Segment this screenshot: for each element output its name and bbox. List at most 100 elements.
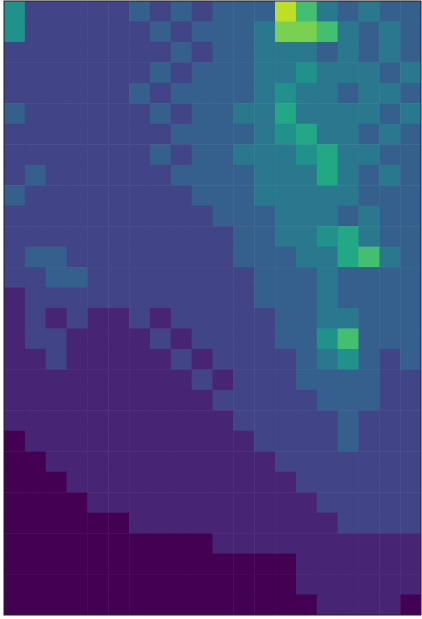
heatmap-cell bbox=[108, 492, 129, 513]
heatmap-cell bbox=[338, 267, 359, 288]
heatmap-cell bbox=[338, 103, 359, 124]
heatmap-cell bbox=[275, 492, 296, 513]
heatmap-cell bbox=[358, 124, 379, 145]
heatmap-cell bbox=[213, 390, 234, 411]
heatmap-cell bbox=[296, 267, 317, 288]
heatmap-cell bbox=[233, 533, 254, 554]
heatmap-cell bbox=[192, 185, 213, 206]
heatmap-cell bbox=[358, 288, 379, 309]
heatmap-cell bbox=[192, 513, 213, 534]
heatmap-cell bbox=[171, 308, 192, 329]
heatmap-cell bbox=[129, 226, 150, 247]
heatmap-cell bbox=[25, 574, 46, 595]
heatmap-cell bbox=[46, 62, 67, 83]
heatmap-cell bbox=[338, 369, 359, 390]
heatmap-cell bbox=[171, 185, 192, 206]
heatmap-cell bbox=[358, 165, 379, 186]
heatmap-cell bbox=[129, 247, 150, 268]
heatmap-cell bbox=[358, 574, 379, 595]
heatmap-cell bbox=[192, 83, 213, 104]
heatmap-cell bbox=[233, 472, 254, 493]
heatmap-cell bbox=[87, 492, 108, 513]
heatmap-cell bbox=[317, 574, 338, 595]
heatmap-cell bbox=[317, 267, 338, 288]
heatmap-cell bbox=[296, 62, 317, 83]
heatmap-cell bbox=[108, 595, 129, 615]
heatmap-cell bbox=[317, 288, 338, 309]
heatmap-cell bbox=[338, 472, 359, 493]
heatmap-cell bbox=[46, 42, 67, 63]
heatmap-cell bbox=[46, 431, 67, 452]
heatmap-cell bbox=[233, 42, 254, 63]
heatmap-cell bbox=[25, 1, 46, 22]
heatmap-cell bbox=[317, 349, 338, 370]
heatmap-cell bbox=[108, 451, 129, 472]
heatmap-cell bbox=[171, 165, 192, 186]
heatmap-cell bbox=[46, 267, 67, 288]
heatmap-cell bbox=[275, 185, 296, 206]
heatmap-cell bbox=[400, 206, 421, 227]
heatmap-cell bbox=[379, 62, 400, 83]
heatmap-cell bbox=[358, 410, 379, 431]
heatmap-cell bbox=[233, 165, 254, 186]
heatmap-cell bbox=[358, 185, 379, 206]
heatmap-cell bbox=[233, 554, 254, 575]
heatmap-cell bbox=[150, 62, 171, 83]
heatmap-cell bbox=[254, 533, 275, 554]
heatmap-cell bbox=[213, 206, 234, 227]
heatmap-cell bbox=[358, 554, 379, 575]
heatmap-cell bbox=[213, 62, 234, 83]
heatmap-cell bbox=[400, 369, 421, 390]
heatmap-cell bbox=[233, 369, 254, 390]
heatmap-cell bbox=[4, 21, 25, 42]
heatmap-cell bbox=[192, 103, 213, 124]
heatmap-cell bbox=[108, 165, 129, 186]
heatmap-cell bbox=[108, 62, 129, 83]
heatmap-cell bbox=[150, 533, 171, 554]
heatmap-cell bbox=[171, 42, 192, 63]
heatmap-cell bbox=[46, 451, 67, 472]
heatmap-cell bbox=[4, 226, 25, 247]
heatmap-cell bbox=[192, 472, 213, 493]
heatmap-cell bbox=[171, 410, 192, 431]
heatmap-cell bbox=[358, 369, 379, 390]
heatmap-cell bbox=[379, 533, 400, 554]
heatmap-cell bbox=[129, 185, 150, 206]
heatmap-cell bbox=[296, 247, 317, 268]
heatmap-cell bbox=[46, 492, 67, 513]
heatmap-cell bbox=[358, 206, 379, 227]
heatmap-cell bbox=[338, 42, 359, 63]
heatmap-cell bbox=[192, 165, 213, 186]
heatmap-cell bbox=[108, 206, 129, 227]
heatmap-cell bbox=[317, 144, 338, 165]
heatmap-cell bbox=[400, 308, 421, 329]
heatmap-cell bbox=[46, 226, 67, 247]
heatmap-cell bbox=[400, 349, 421, 370]
heatmap-cell bbox=[400, 267, 421, 288]
heatmap-cell bbox=[358, 247, 379, 268]
heatmap-cell bbox=[379, 83, 400, 104]
heatmap-cell bbox=[338, 144, 359, 165]
heatmap-cell bbox=[129, 42, 150, 63]
heatmap-cell bbox=[4, 431, 25, 452]
heatmap-cell bbox=[87, 124, 108, 145]
heatmap-cell bbox=[129, 554, 150, 575]
heatmap-cell bbox=[46, 185, 67, 206]
heatmap-cell bbox=[296, 595, 317, 615]
heatmap-cell bbox=[233, 144, 254, 165]
heatmap-cell bbox=[296, 83, 317, 104]
heatmap-cell bbox=[275, 206, 296, 227]
heatmap-cell bbox=[171, 62, 192, 83]
heatmap-cell bbox=[25, 206, 46, 227]
heatmap-cell bbox=[338, 390, 359, 411]
heatmap-cell bbox=[108, 185, 129, 206]
heatmap-cell bbox=[25, 83, 46, 104]
heatmap-cell bbox=[192, 595, 213, 615]
heatmap-cell bbox=[108, 144, 129, 165]
heatmap-cell bbox=[275, 165, 296, 186]
heatmap-cell bbox=[254, 410, 275, 431]
heatmap-cell bbox=[338, 328, 359, 349]
heatmap-cell bbox=[25, 247, 46, 268]
heatmap-cell bbox=[233, 451, 254, 472]
heatmap-cell bbox=[108, 267, 129, 288]
